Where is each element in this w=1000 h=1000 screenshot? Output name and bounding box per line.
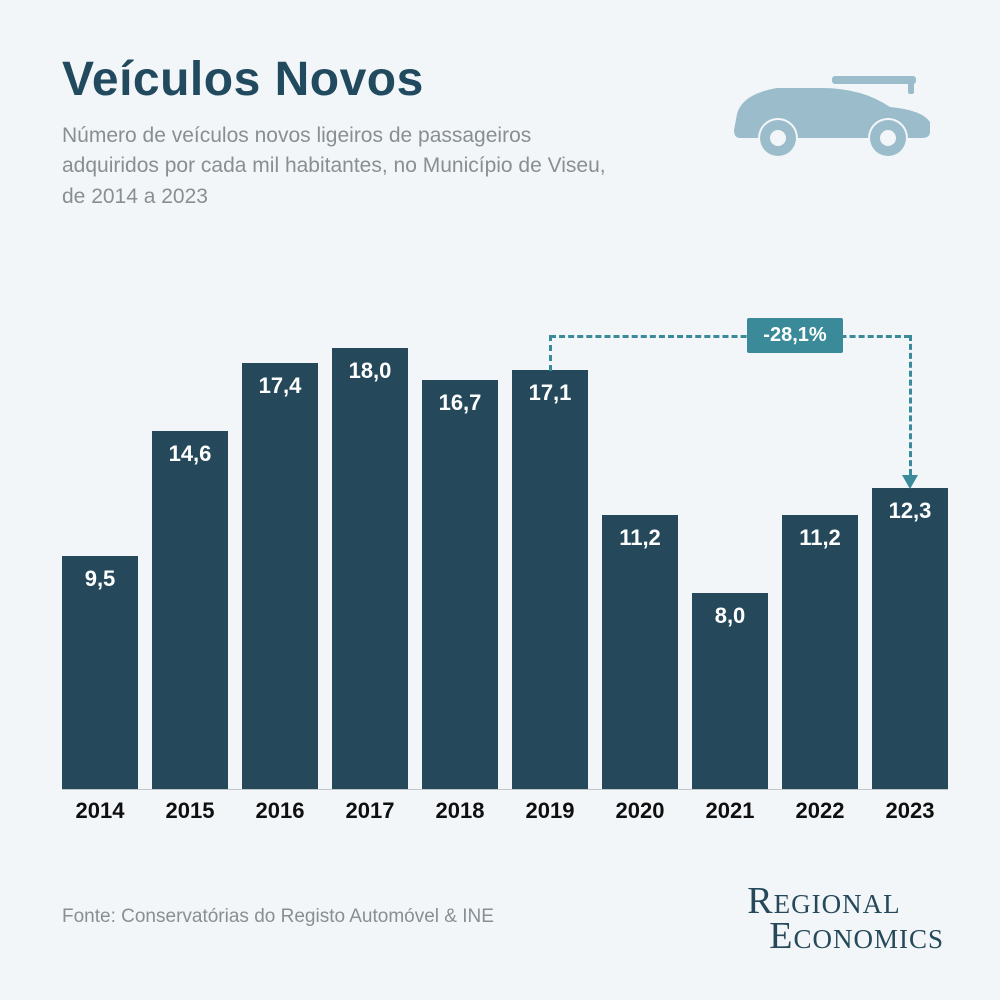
bar-slot: 17,1	[512, 370, 588, 789]
bar-slot: 16,7	[422, 380, 498, 789]
bar: 17,4	[242, 363, 318, 789]
bar-value-label: 17,4	[242, 373, 318, 399]
callout-bracket	[550, 335, 910, 338]
page-subtitle: Número de veículos novos ligeiros de pas…	[62, 121, 622, 212]
bar: 11,2	[602, 515, 678, 789]
bar-slot: 18,0	[332, 348, 408, 789]
bar: 9,5	[62, 556, 138, 789]
bar-value-label: 17,1	[512, 380, 588, 406]
bar-value-label: 11,2	[602, 525, 678, 551]
x-axis-label: 2018	[422, 798, 498, 824]
car-icon	[722, 52, 942, 162]
x-axis-label: 2021	[692, 798, 768, 824]
bar: 8,0	[692, 593, 768, 789]
x-axis-label: 2017	[332, 798, 408, 824]
x-axis-label: 2022	[782, 798, 858, 824]
bar-value-label: 11,2	[782, 525, 858, 551]
bar-value-label: 16,7	[422, 390, 498, 416]
bar: 11,2	[782, 515, 858, 789]
brand-logo: Regional Economics	[747, 884, 944, 954]
x-axis-label: 2014	[62, 798, 138, 824]
brand-line1: Regional	[747, 884, 944, 919]
bar-slot: 14,6	[152, 431, 228, 789]
bar-value-label: 12,3	[872, 498, 948, 524]
x-axis-label: 2015	[152, 798, 228, 824]
bar: 16,7	[422, 380, 498, 789]
x-axis-label: 2019	[512, 798, 588, 824]
bar: 12,3	[872, 488, 948, 789]
source-text: Fonte: Conservatórias do Registo Automóv…	[62, 906, 494, 928]
bar-chart: 9,5 14,6 17,4 18,0 16,7 17,1 11,2 8,0 11,2 12,3 2…	[62, 300, 948, 850]
bar: 17,1	[512, 370, 588, 789]
bar-slot: 9,5	[62, 556, 138, 789]
bar-value-label: 18,0	[332, 358, 408, 384]
bar-slot: 17,4	[242, 363, 318, 789]
bar-slot: 11,2	[782, 515, 858, 789]
x-axis-label: 2016	[242, 798, 318, 824]
x-axis-label: 2020	[602, 798, 678, 824]
callout-left-line	[549, 335, 552, 371]
callout-right-line	[909, 335, 912, 475]
callout-badge: -28,1%	[747, 318, 842, 353]
bar: 18,0	[332, 348, 408, 789]
brand-line2: Economics	[769, 919, 944, 954]
bar: 14,6	[152, 431, 228, 789]
bar-value-label: 9,5	[62, 566, 138, 592]
bar-slot: 12,3	[872, 488, 948, 789]
callout-arrow-icon	[902, 475, 918, 489]
bar-slot: 11,2	[602, 515, 678, 789]
x-axis-label: 2023	[872, 798, 948, 824]
bar-value-label: 14,6	[152, 441, 228, 467]
bar-value-label: 8,0	[692, 603, 768, 629]
bar-slot: 8,0	[692, 593, 768, 789]
